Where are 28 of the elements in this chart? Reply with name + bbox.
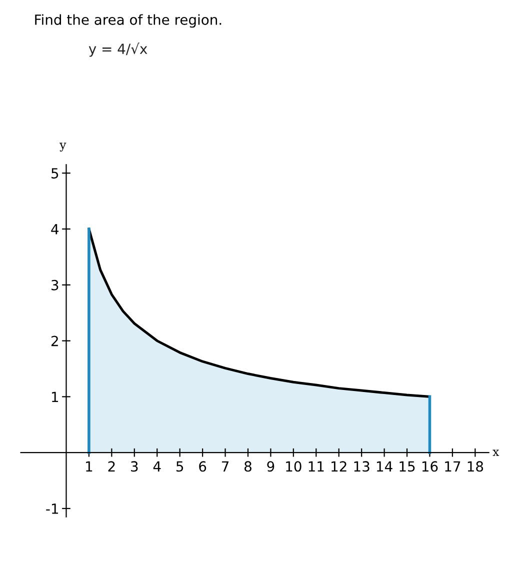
- x-tick-label: 12: [332, 461, 346, 472]
- x-tick-label: 13: [354, 461, 370, 472]
- x-tick-label: 10: [286, 461, 302, 472]
- x-tick-label: 3: [131, 461, 138, 472]
- x-axis-title: x: [492, 450, 500, 456]
- chart-title: Find the area of the region.: [35, 14, 222, 28]
- y-axis-title: y: [60, 142, 66, 152]
- y-tick-label: 1: [52, 392, 58, 402]
- y-tick-label: 2: [51, 336, 58, 346]
- x-tick-label: 14: [376, 461, 392, 472]
- x-tick-label: 4: [153, 461, 161, 472]
- x-tick-label: 18: [468, 461, 484, 472]
- x-tick-label: 5: [176, 461, 184, 472]
- x-tick-label: 17: [445, 461, 460, 472]
- y-tick-label: 3: [52, 280, 58, 290]
- x-tick-label: 1: [86, 461, 92, 472]
- x-tick-label: 9: [267, 461, 274, 472]
- x-tick-label: 6: [199, 461, 206, 472]
- y-tick-label: 4: [51, 224, 59, 234]
- x-tick-label: 2: [108, 461, 115, 472]
- y-tick-label: -1: [46, 504, 58, 514]
- y-tick-label: 5: [52, 168, 58, 179]
- x-tick-label: 7: [222, 461, 228, 472]
- x-tick-label: 8: [244, 461, 252, 472]
- x-tick-label: 11: [308, 461, 324, 472]
- text: y = 4/√x: [88, 42, 148, 57]
- x-tick-label: 15: [400, 461, 415, 472]
- x-tick-label: 16: [422, 461, 438, 472]
